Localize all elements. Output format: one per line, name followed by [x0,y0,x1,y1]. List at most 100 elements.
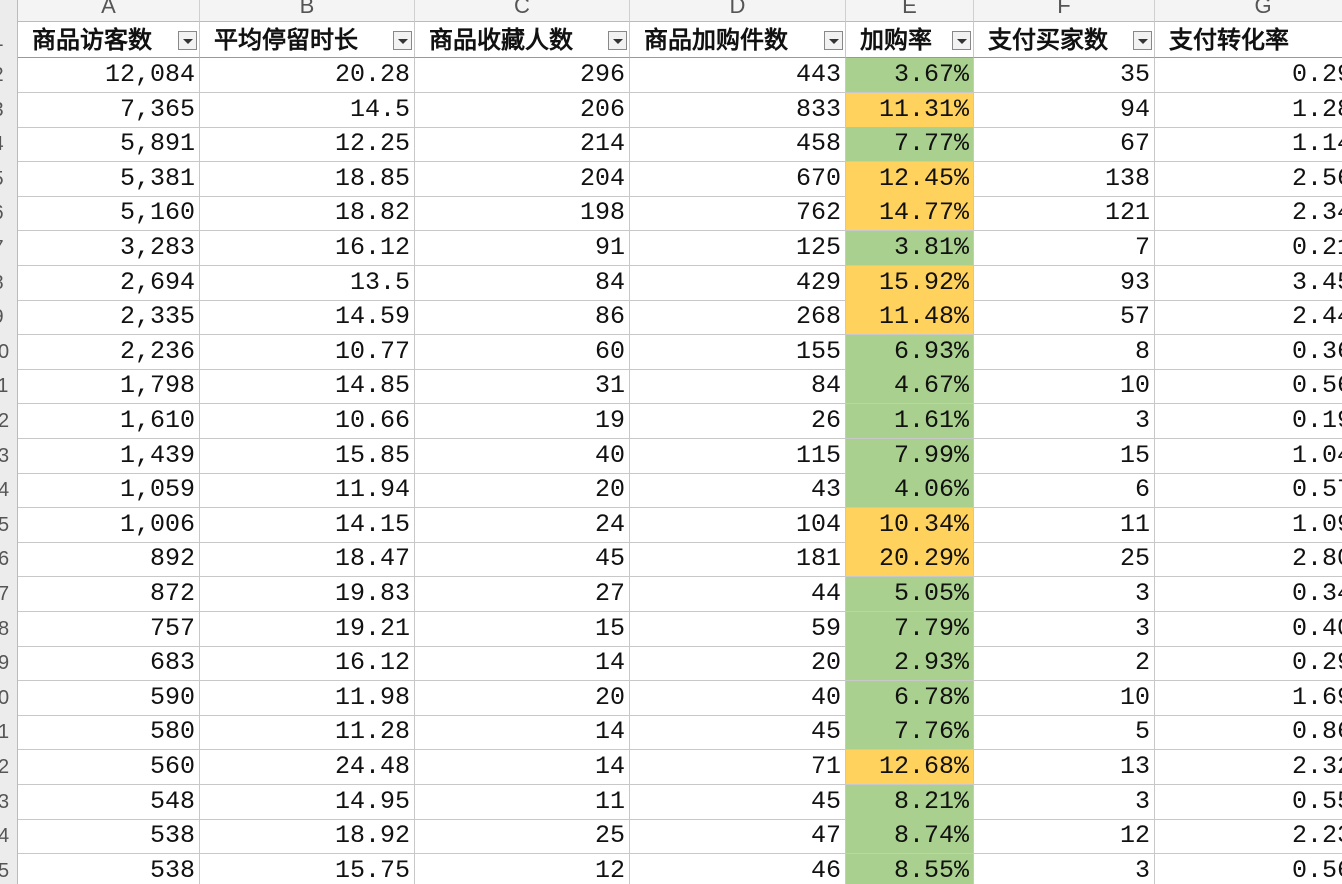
table-cell: 5.05% [846,577,974,613]
table-cell: 2,335 [18,300,200,336]
table-cell: 14.5 [200,92,415,128]
filter-dropdown[interactable] [952,31,971,50]
table-cell: 833 [630,92,846,128]
row-number: 3 [0,93,26,128]
table-cell: 1,006 [18,507,200,543]
table-cell: 16.12 [200,231,415,267]
row-number: 17 [0,583,10,605]
table-cell: 2.23% [1155,819,1342,855]
table-cell: 86 [415,300,630,336]
row-number: 18 [0,617,10,640]
table-cell: 538 [18,853,200,884]
table-cell: 47 [630,819,846,855]
table-cell: 20.29% [846,542,974,578]
table-cell: 11.98 [200,680,415,716]
table-cell: 0.29% [1155,646,1342,682]
table-cell: 18.47 [200,542,415,578]
table-cell: 7,365 [18,92,200,128]
table-cell: 538 [18,819,200,855]
row-number: 7 [0,231,26,266]
row-number: 22 [0,756,10,778]
table-cell: 5,891 [18,127,200,163]
row-number: 6 [0,196,26,231]
table-cell: 8.21% [846,784,974,820]
row-number: 5 [0,162,26,197]
row-number: 11 [0,375,9,398]
row-number: 24 [0,825,10,848]
table-cell: 3.45% [1155,266,1342,301]
table-cell: 4.67% [846,369,974,405]
table-cell: 3 [974,577,1155,613]
table-cell: 25 [415,819,630,855]
table-cell: 1,439 [18,438,200,474]
row-number: 10 [0,340,10,363]
filter-dropdown[interactable] [393,31,412,50]
table-cell: 25 [974,542,1155,578]
table-cell: 3 [974,784,1155,820]
column-letter: D [630,0,846,22]
row-number: 9 [0,300,26,335]
table-cell: 0.19% [1155,404,1342,440]
column-letter: C [415,0,630,22]
filter-dropdown[interactable] [824,31,843,50]
table-cell: 7.76% [846,715,974,751]
table-cell: 14.95 [200,784,415,820]
table-cell: 892 [18,542,200,578]
table-cell: 10 [974,680,1155,716]
table-cell: 2,236 [18,334,200,370]
table-cell: 3,283 [18,231,200,267]
table-cell: 84 [630,369,846,405]
table-cell: 14.15 [200,507,415,543]
row-number: 20 [0,686,10,709]
table-cell: 872 [18,577,200,613]
table-cell: 762 [630,196,846,232]
row-number: 25 [0,859,10,882]
table-cell: 757 [18,611,200,647]
column-letter: F [974,0,1155,22]
table-cell: 11.94 [200,473,415,509]
table-cell: 2.32% [1155,750,1342,786]
table-cell: 12.45% [846,161,974,197]
table-cell: 104 [630,507,846,543]
table-cell: 19 [415,404,630,440]
table-cell: 7 [974,231,1155,267]
table-cell: 19.83 [200,577,415,613]
table-cell: 2,694 [18,265,200,301]
table-cell: 1.69% [1155,681,1342,716]
table-cell: 43 [630,473,846,509]
table-cell: 46 [630,853,846,884]
column-header: 商品收藏人数 [415,22,630,58]
table-cell: 1,798 [18,369,200,405]
row-number: 23 [0,790,10,813]
row-number: 4 [0,127,26,162]
filter-dropdown[interactable] [1133,31,1152,50]
table-cell: 13.5 [200,265,415,301]
table-cell: 5,381 [18,161,200,197]
table-cell: 13 [974,750,1155,786]
row-number: 13 [0,444,10,467]
table-cell: 443 [630,58,846,94]
table-cell: 12 [415,853,630,884]
row-number: 12 [0,410,10,432]
table-cell: 1.04% [1155,439,1342,474]
table-cell: 0.57% [1155,473,1342,509]
row-number: 8 [0,266,26,301]
row-number: 16 [0,548,10,571]
table-cell: 1.14% [1155,127,1342,163]
table-cell: 11.48% [846,300,974,336]
filter-dropdown[interactable] [608,31,627,50]
table-cell: 0.56% [1155,369,1342,405]
table-cell: 8.74% [846,819,974,855]
row-number: 19 [0,652,10,675]
column-header: 平均停留时长 [200,22,415,58]
table-cell: 2.93% [846,646,974,682]
table-cell: 6.93% [846,334,974,370]
table-cell: 125 [630,231,846,267]
filter-dropdown[interactable] [178,31,197,50]
table-cell: 8 [974,334,1155,370]
column-header: 支付买家数 [974,22,1155,58]
table-cell: 206 [415,92,630,128]
table-cell: 15.85 [200,438,415,474]
table-cell: 10.66 [200,404,415,440]
